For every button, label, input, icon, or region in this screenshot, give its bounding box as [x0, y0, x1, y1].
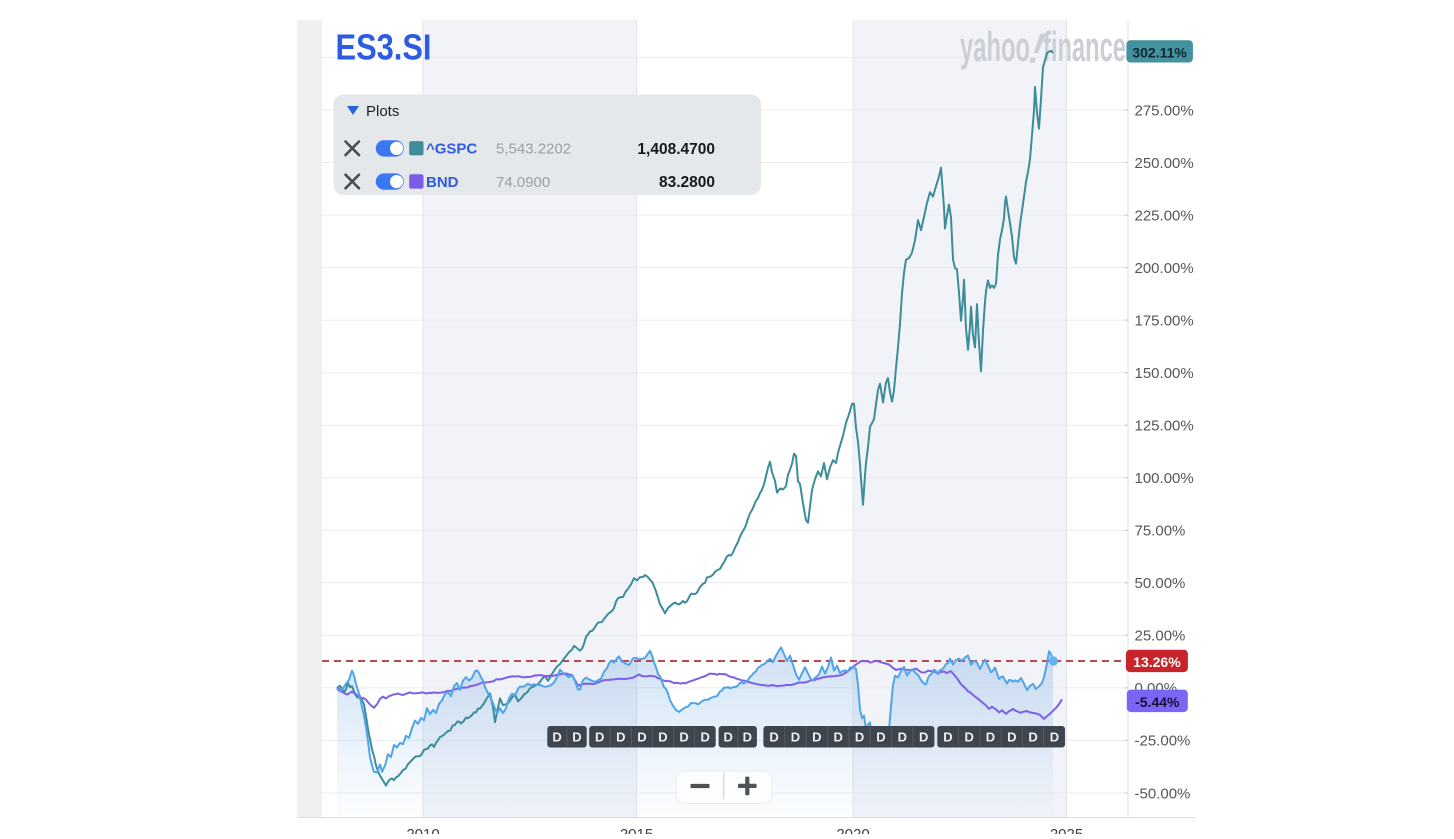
svg-text:D: D — [637, 729, 646, 744]
svg-text:5,543.2202: 5,543.2202 — [496, 141, 571, 158]
svg-text:D: D — [919, 729, 928, 744]
svg-text:D: D — [572, 729, 581, 744]
svg-text:D: D — [595, 729, 604, 744]
svg-text:D: D — [679, 729, 688, 744]
svg-text:D: D — [1050, 729, 1059, 744]
svg-text:74.0900: 74.0900 — [496, 174, 550, 191]
svg-text:25.00%: 25.00% — [1135, 628, 1186, 645]
svg-text:D: D — [812, 729, 821, 744]
svg-text:2015: 2015 — [620, 826, 653, 834]
svg-text:D: D — [1007, 729, 1016, 744]
svg-text:2010: 2010 — [406, 826, 439, 834]
svg-text:BND: BND — [426, 174, 459, 191]
svg-text:275.00%: 275.00% — [1135, 102, 1194, 119]
svg-text:13.26%: 13.26% — [1133, 654, 1181, 670]
svg-text:D: D — [724, 729, 733, 744]
svg-text:125.00%: 125.00% — [1135, 418, 1194, 435]
svg-text:ES3.SI: ES3.SI — [336, 27, 432, 68]
svg-text:D: D — [834, 729, 843, 744]
svg-text:yahoo: yahoo — [960, 23, 1030, 70]
svg-text:D: D — [965, 729, 974, 744]
svg-text:-5.44%: -5.44% — [1135, 694, 1180, 710]
svg-text:D: D — [898, 729, 907, 744]
svg-text:175.00%: 175.00% — [1135, 312, 1194, 329]
svg-text:100.00%: 100.00% — [1135, 470, 1194, 487]
svg-text:D: D — [701, 729, 710, 744]
svg-text:D: D — [658, 729, 667, 744]
svg-text:finance: finance — [1043, 23, 1126, 70]
svg-text:50.00%: 50.00% — [1135, 575, 1186, 592]
svg-text:Plots: Plots — [366, 103, 399, 120]
svg-text:1,408.4700: 1,408.4700 — [637, 141, 715, 158]
svg-text:D: D — [943, 729, 952, 744]
svg-text:83.2800: 83.2800 — [659, 174, 715, 191]
svg-text:D: D — [616, 729, 625, 744]
svg-text:D: D — [1028, 729, 1037, 744]
svg-text:D: D — [855, 729, 864, 744]
svg-text:D: D — [743, 729, 752, 744]
svg-text:D: D — [769, 729, 778, 744]
svg-text:225.00%: 225.00% — [1135, 207, 1194, 224]
svg-text:2020: 2020 — [836, 826, 869, 834]
svg-text:D: D — [552, 729, 561, 744]
svg-text:2025: 2025 — [1050, 826, 1083, 834]
svg-text:-50.00%: -50.00% — [1135, 785, 1191, 802]
svg-text:150.00%: 150.00% — [1135, 365, 1194, 382]
svg-text:^GSPC: ^GSPC — [426, 141, 477, 158]
svg-text:-25.00%: -25.00% — [1135, 733, 1191, 750]
svg-text:250.00%: 250.00% — [1135, 155, 1194, 172]
svg-text:200.00%: 200.00% — [1135, 260, 1194, 277]
svg-text:75.00%: 75.00% — [1135, 523, 1186, 540]
svg-text:D: D — [791, 729, 800, 744]
svg-text:302.11%: 302.11% — [1132, 44, 1187, 60]
svg-text:D: D — [876, 729, 885, 744]
svg-text:D: D — [986, 729, 995, 744]
